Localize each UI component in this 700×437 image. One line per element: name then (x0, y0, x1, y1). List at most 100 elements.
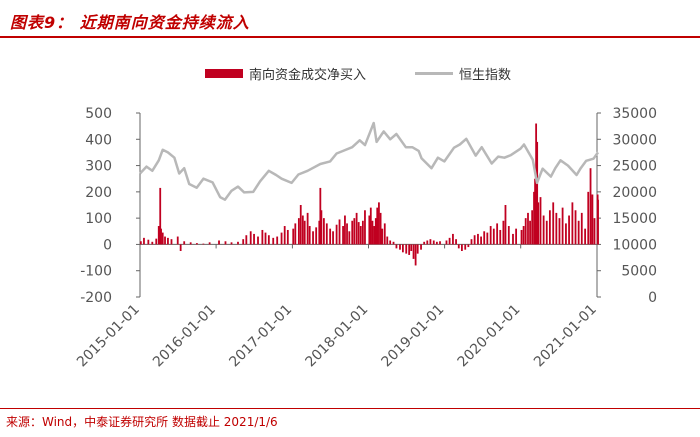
net-buy-bar (429, 239, 432, 245)
net-buy-bar (515, 228, 518, 245)
net-buy-bar (283, 226, 286, 245)
net-buy-bar (369, 207, 372, 245)
legend-swatch-line (415, 72, 453, 75)
net-buy-bar (502, 220, 505, 245)
net-buy-bar (299, 205, 302, 245)
net-buy-bar (399, 244, 401, 250)
net-buy-bar (527, 212, 529, 245)
net-buy-bar (257, 236, 259, 245)
net-buy-bar (591, 194, 594, 245)
net-buy-bar (423, 241, 426, 245)
x-tick-label: 2015-01-01 (74, 302, 143, 371)
net-buy-bar (412, 244, 415, 259)
net-buy-bar (176, 236, 179, 245)
net-buy-bar (297, 218, 300, 245)
net-buy-bar (286, 229, 289, 245)
net-buy-bar (139, 241, 142, 245)
net-buy-bar (432, 240, 435, 245)
net-buy-bar (499, 229, 502, 245)
net-buy-bar (157, 226, 160, 245)
right-tick-label: 10000 (612, 237, 657, 253)
net-buy-bar (483, 231, 486, 245)
net-buy-bar (344, 215, 346, 245)
net-buy-bar (357, 222, 360, 245)
net-buy-bar (439, 241, 441, 245)
net-buy-bar (272, 237, 275, 245)
net-buy-bar (558, 218, 561, 245)
net-buy-bar (170, 239, 173, 245)
net-buy-bar (507, 226, 510, 245)
net-buy-bar (315, 227, 318, 245)
net-buy-bar (534, 178, 536, 245)
net-buy-bar (512, 233, 514, 245)
net-buy-bar (473, 235, 476, 245)
net-buy-bar (189, 242, 192, 245)
net-buy-bar (587, 191, 590, 245)
net-buy-bar (196, 243, 198, 245)
net-buy-bar (535, 123, 538, 245)
net-buy-bar (348, 231, 351, 245)
net-buy-bar (318, 220, 321, 245)
net-buy-bar (520, 229, 523, 245)
x-tick-label: 2020-01-01 (455, 302, 524, 371)
net-buy-bar (371, 220, 374, 245)
net-buy-bar (477, 233, 479, 245)
right-tick-label: 5000 (621, 264, 657, 280)
net-buy-bar (545, 220, 548, 245)
net-buy-bar (267, 235, 270, 245)
net-buy-bar (529, 220, 531, 245)
net-buy-bar (533, 191, 535, 245)
net-buy-bar (292, 228, 295, 245)
net-buy-bar (455, 239, 457, 245)
net-buy-bar (461, 244, 463, 251)
legend-label-hsi: 恒生指数 (459, 68, 512, 83)
net-buy-bar (408, 244, 411, 255)
legend-swatch-bar (205, 69, 243, 78)
net-buy-bar (373, 226, 376, 245)
net-buy-bar (480, 236, 482, 245)
net-buy-bar (405, 244, 408, 254)
net-buy-bar (548, 210, 551, 245)
net-buy-bar (249, 231, 252, 245)
net-buy-bar (151, 241, 154, 245)
net-buy-bar (577, 220, 580, 245)
net-buy-bar (448, 237, 451, 245)
net-buy-bar (179, 244, 182, 251)
net-buy-bar (245, 235, 248, 245)
net-buy-bar (381, 228, 384, 245)
net-buy-bar (571, 202, 574, 245)
x-tick-label: 2021-01-01 (531, 302, 600, 371)
chart-canvas: 500 400 300 200 100 0 -100 -200 35000 30000 25000 2… (74, 106, 657, 371)
right-tick-label: 0 (648, 290, 657, 306)
net-buy-bar (552, 202, 555, 245)
net-buy-bar (319, 187, 322, 245)
net-buy-bar (237, 241, 239, 245)
net-buy-bar (457, 244, 460, 249)
net-buy-bar (276, 236, 279, 245)
left-tick-label: 300 (85, 159, 112, 175)
left-tick-label: -100 (80, 264, 112, 280)
net-buy-bar (242, 239, 245, 245)
footer-divider (0, 408, 700, 409)
net-buy-bar (301, 215, 304, 245)
net-buy-bar (159, 187, 162, 245)
net-buy-bar (224, 241, 227, 245)
hsi-series-line (139, 121, 600, 201)
net-buy-bar (308, 226, 311, 245)
right-tick-label: 35000 (612, 106, 657, 122)
net-buy-bar (261, 229, 264, 245)
legend-label-net-buy: 南向资金成交净买入 (249, 68, 367, 83)
net-buy-bar (492, 228, 495, 245)
net-buy-bar (389, 240, 392, 245)
net-buy-bar (536, 141, 539, 245)
net-buy-bar (346, 223, 348, 245)
net-buy-bar (338, 219, 341, 245)
net-buy-bar (306, 212, 309, 245)
net-buy-bar (392, 241, 395, 245)
net-buy-bar (202, 243, 205, 245)
left-tick-label: 0 (103, 237, 112, 253)
net-buy-bar (464, 244, 467, 250)
net-buy-bar (332, 231, 334, 245)
right-tick-label: 15000 (612, 211, 657, 227)
net-buy-bar (379, 212, 382, 245)
